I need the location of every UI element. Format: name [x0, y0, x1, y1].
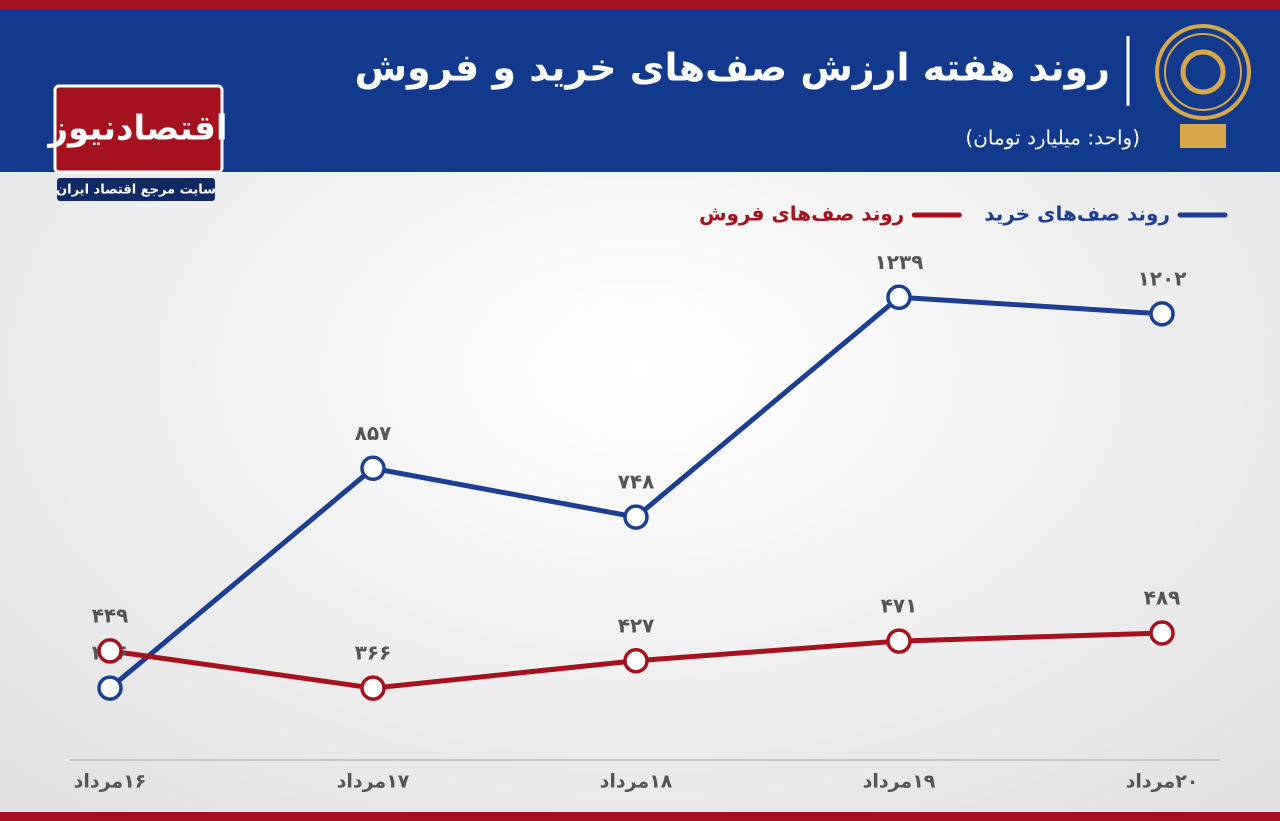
- brand-tagline: سایت مرجع اقتصاد ایران: [56, 183, 216, 198]
- point: [886, 628, 912, 654]
- value-label: ۱۲۰۲: [1138, 266, 1187, 290]
- point: [1149, 620, 1175, 646]
- value-label: ۸۵۷: [355, 421, 392, 445]
- chart-title: روند هفته ارزش صف‌های خرید و فروش: [355, 46, 1110, 91]
- legend-label: روند صف‌های فروش: [699, 202, 904, 226]
- value-label: ۷۴۸: [618, 470, 655, 494]
- brand: اقتصادنیوز: [46, 109, 227, 149]
- point: [623, 648, 649, 674]
- value-label: ۴۸۹: [1144, 586, 1181, 610]
- x-tick-label: ۲۰مرداد: [1126, 771, 1199, 793]
- x-tick-label: ۱۹مرداد: [863, 771, 936, 793]
- value-label: ۴۴۹: [92, 603, 129, 627]
- legend-label: روند صف‌های خرید: [984, 202, 1170, 226]
- point: [886, 284, 912, 311]
- emblem: [1155, 24, 1251, 148]
- x-tick-label: ۱۷مرداد: [337, 771, 410, 793]
- brand-tagline-box: [57, 178, 215, 201]
- value-label: ۴۷۱: [881, 594, 918, 618]
- bottom-strip: [0, 812, 1280, 821]
- point: [623, 504, 649, 530]
- point: [97, 638, 123, 664]
- point: [360, 675, 386, 701]
- point: [360, 455, 386, 482]
- brand-box: [53, 84, 224, 174]
- point: [1149, 301, 1175, 327]
- value-label: ۳۶۶: [355, 641, 392, 665]
- value-label: ۴۲۷: [618, 613, 655, 637]
- point: [97, 675, 123, 701]
- x-tick-label: ۱۶مرداد: [74, 771, 147, 793]
- value-label: ۱۲۳۹: [875, 250, 924, 274]
- chart-subtitle: (واحد: میلیارد تومان): [965, 126, 1140, 150]
- top-strip: [0, 0, 1280, 9]
- x-tick-label: ۱۸مرداد: [600, 771, 673, 793]
